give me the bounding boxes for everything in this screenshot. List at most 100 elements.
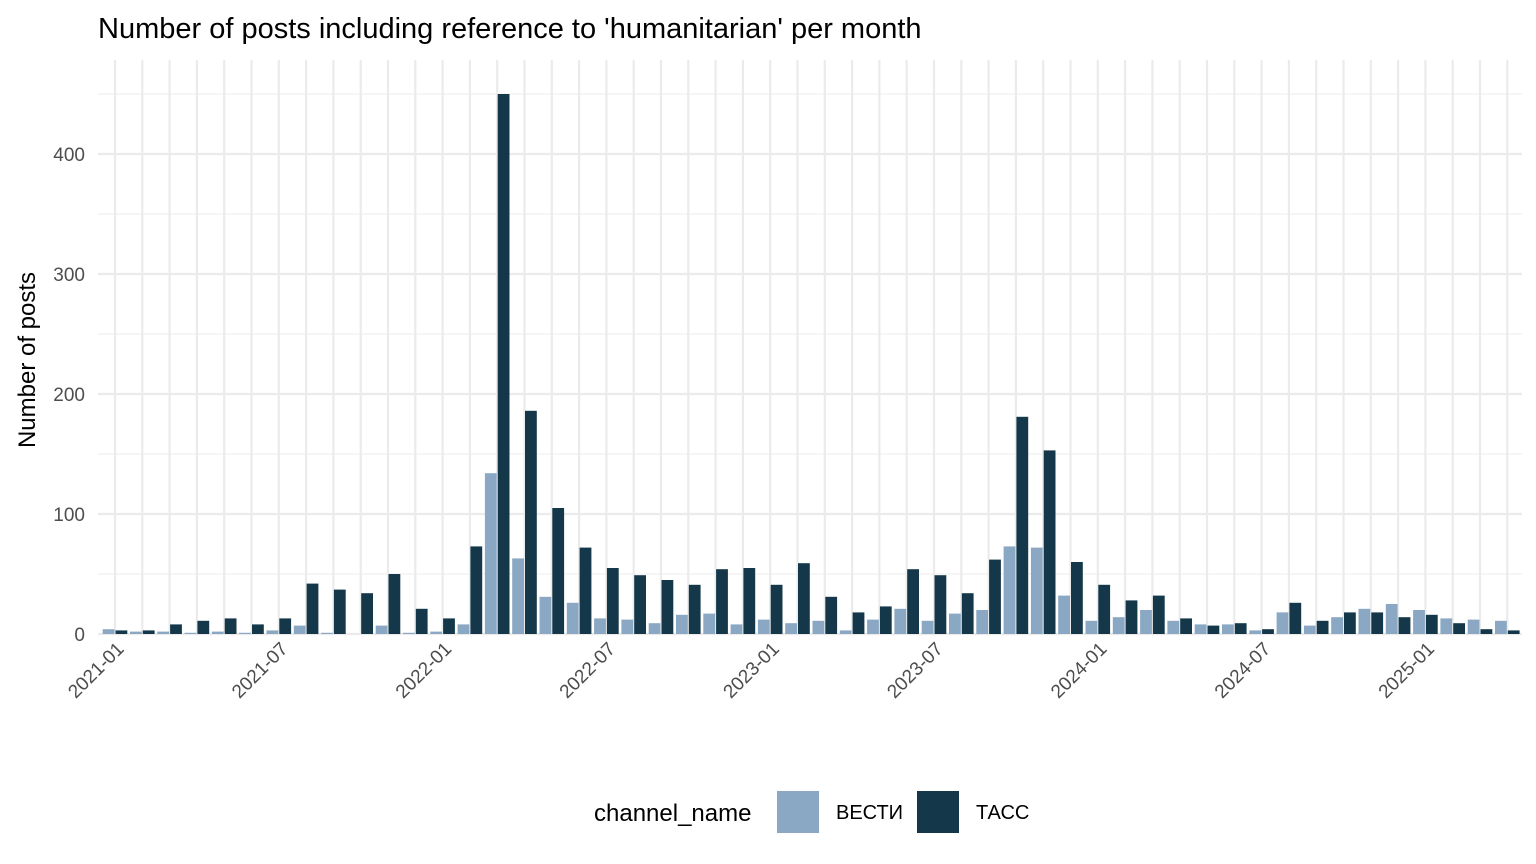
bar-tass-2024-08 [1289,602,1302,634]
y-tick-label: 100 [53,505,85,526]
bar-tass-2023-09 [989,559,1001,634]
bar-tass-2023-02 [798,563,810,634]
bar-vesti-2021-08 [293,625,306,634]
bar-vesti-2023-12 [1058,595,1070,634]
bar-vesti-2023-01 [757,619,770,634]
bar-tass-2025-02 [1453,623,1465,634]
bar-tass-2024-11 [1371,612,1384,634]
x-tick-label: 2024-07 [1211,639,1275,703]
bars [102,94,1520,634]
bar-tass-2022-02 [470,546,483,634]
bar-vesti-2022-01 [430,631,443,634]
bar-tass-2023-03 [825,596,838,634]
bar-vesti-2024-04 [1167,620,1180,634]
y-tick-label: 400 [53,145,85,166]
bar-vesti-2025-03 [1467,619,1480,634]
chart-title: Number of posts including reference to '… [98,13,922,45]
bar-tass-2024-09 [1316,620,1329,634]
bar-tass-2024-01 [1098,584,1111,634]
bar-tass-2021-12 [415,608,428,634]
bar-tass-2021-06 [252,624,264,634]
bar-tass-2021-07 [279,618,292,634]
legend-title: channel_name [594,800,751,827]
y-tick-label: 300 [53,265,85,286]
x-tick-label: 2023-07 [883,639,947,703]
bar-tass-2021-11 [388,574,401,634]
bar-vesti-2022-09 [648,623,661,634]
bar-tass-2021-05 [224,618,237,634]
bar-vesti-2022-11 [703,613,716,634]
bar-vesti-2025-02 [1440,618,1453,634]
bar-tass-2023-04 [852,612,865,634]
bar-tass-2022-11 [716,569,728,634]
bar-vesti-2023-09 [976,610,989,634]
bar-tass-2021-04 [197,620,210,634]
bar-vesti-2021-01 [102,629,115,634]
bar-tass-2021-02 [142,630,155,634]
bar-vesti-2021-05 [211,631,224,634]
bar-vesti-2022-05 [539,596,552,634]
x-axis-ticks: 2021-01 2021-07 2022-01 2022-07 2023-01 2023-… [64,639,1439,703]
bar-vesti-2024-08 [1276,612,1289,634]
bar-tass-2023-11 [1043,450,1056,634]
bar-vesti-2021-11 [375,625,388,634]
bar-vesti-2023-04 [839,630,852,634]
bar-tass-2025-04 [1507,630,1520,634]
bar-vesti-2024-10 [1331,617,1343,634]
bar-tass-2022-12 [743,568,756,634]
bar-tass-2022-07 [606,568,619,634]
bar-vesti-2024-03 [1140,610,1152,634]
bar-vesti-2021-07 [266,630,279,634]
bar-vesti-2022-04 [512,558,524,634]
bar-tass-2023-07 [934,575,947,634]
bar-tass-2021-08 [306,583,319,634]
bar-vesti-2022-03 [484,473,497,634]
bar-tass-2021-03 [170,624,182,634]
bar-tass-2022-03 [497,94,510,634]
y-tick-label: 200 [53,385,85,406]
legend: channel_name ВЕСТИ ТАСС [594,791,1029,833]
bar-tass-2025-01 [1425,614,1438,634]
bar-tass-2023-06 [907,569,919,634]
bar-vesti-2023-02 [785,623,797,634]
bar-vesti-2024-09 [1303,625,1316,634]
y-tick-label: 0 [74,625,85,646]
legend-key-tass [917,791,959,833]
x-tick-label: 2021-01 [64,639,128,703]
bar-tass-2022-10 [688,584,701,634]
bar-vesti-2021-03 [157,631,170,634]
bar-tass-2024-07 [1262,629,1274,634]
bar-vesti-2021-09 [321,632,333,634]
bar-tass-2022-01 [443,618,455,634]
bar-vesti-2023-05 [867,619,879,634]
bar-tass-2022-04 [525,410,537,634]
legend-label-tass: ТАСС [976,802,1029,824]
x-tick-label: 2023-01 [720,639,784,703]
bar-tass-2021-09 [333,589,346,634]
bar-tass-2023-01 [770,584,783,634]
bar-tass-2022-06 [579,547,592,634]
bar-vesti-2021-12 [403,632,415,634]
bar-vesti-2024-05 [1194,624,1207,634]
y-axis-label: Number of posts [14,272,41,448]
bar-vesti-2023-07 [921,620,934,634]
bar-vesti-2023-06 [894,608,907,634]
bar-vesti-2023-08 [949,613,961,634]
x-tick-label: 2025-01 [1375,639,1439,703]
bar-vesti-2021-02 [130,631,142,634]
bar-vesti-2022-06 [566,602,579,634]
legend-label-vesti: ВЕСТИ [836,802,903,824]
bar-vesti-2022-07 [594,618,606,634]
bar-vesti-2024-12 [1385,604,1398,634]
bar-tass-2023-08 [961,593,974,634]
bar-vesti-2025-01 [1413,610,1425,634]
y-axis-ticks: 0 100 200 300 400 [53,145,85,646]
x-tick-label: 2024-01 [1047,639,1111,703]
bar-vesti-2025-04 [1495,620,1507,634]
bar-tass-2023-10 [1016,416,1029,634]
gridlines [98,60,1522,636]
bar-vesti-2024-11 [1358,608,1371,634]
bar-vesti-2024-02 [1112,617,1125,634]
bar-vesti-2024-07 [1249,630,1262,634]
